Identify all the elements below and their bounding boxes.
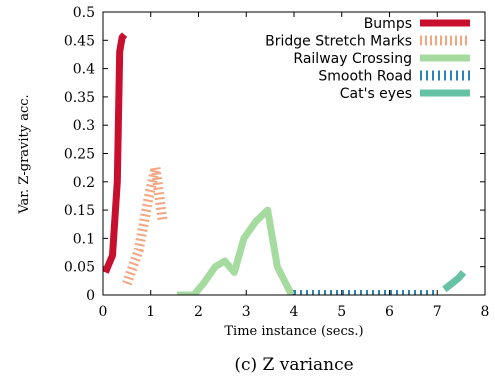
y-tick-label: 0.2 xyxy=(73,175,95,191)
y-tick-label: 0 xyxy=(86,288,95,304)
y-tick-label: 0.3 xyxy=(73,118,95,134)
y-tick-label: 0.4 xyxy=(73,62,95,78)
x-tick-label: 3 xyxy=(242,304,251,320)
y-tick-label: 0.35 xyxy=(64,90,95,106)
y-axis-label: Var. Z-gravity acc. xyxy=(17,94,32,214)
x-tick-labels: 0 1 2 3 4 5 6 7 8 xyxy=(99,304,490,320)
series-line-bridge-stretch-marks xyxy=(122,162,168,286)
series-line-cat-s-eyes xyxy=(442,270,467,293)
plot-frame xyxy=(102,11,486,296)
x-tick-label: 1 xyxy=(146,304,155,320)
y-tick-label: 0.15 xyxy=(64,203,95,219)
legend-entry-label: Bumps xyxy=(364,16,412,32)
plot-series xyxy=(103,32,467,295)
x-tick-label: 7 xyxy=(433,304,442,320)
y-tick-label: 0.45 xyxy=(64,33,95,49)
series-line-railway-crossing xyxy=(177,206,295,295)
y-tick-label: 0.1 xyxy=(73,231,95,247)
y-tick-label: 0.25 xyxy=(64,147,95,163)
x-tick-label: 5 xyxy=(337,304,346,320)
x-tick-label: 2 xyxy=(194,304,203,320)
y-tick-label: 0.5 xyxy=(73,5,95,21)
legend-entry-label: Cat's eyes xyxy=(340,86,412,102)
legend-entry-label: Bridge Stretch Marks xyxy=(265,34,412,50)
series-line-bumps xyxy=(103,32,128,274)
legend-entry-label: Smooth Road xyxy=(318,69,412,85)
x-tick-label: 6 xyxy=(385,304,394,320)
x-axis-label: Time instance (secs.) xyxy=(224,324,363,339)
figure-caption: (c) Z variance xyxy=(234,355,353,375)
y-tick-labels: 0 0.05 0.1 0.15 0.2 0.25 0.3 0.35 0.4 0.45 0.5 xyxy=(64,5,95,304)
x-tick-label: 0 xyxy=(99,304,108,320)
x-tick-label: 4 xyxy=(290,304,299,320)
x-tick-label: 8 xyxy=(481,304,490,320)
legend-entry-label: Railway Crossing xyxy=(293,51,412,67)
y-tick-label: 0.05 xyxy=(64,260,95,276)
